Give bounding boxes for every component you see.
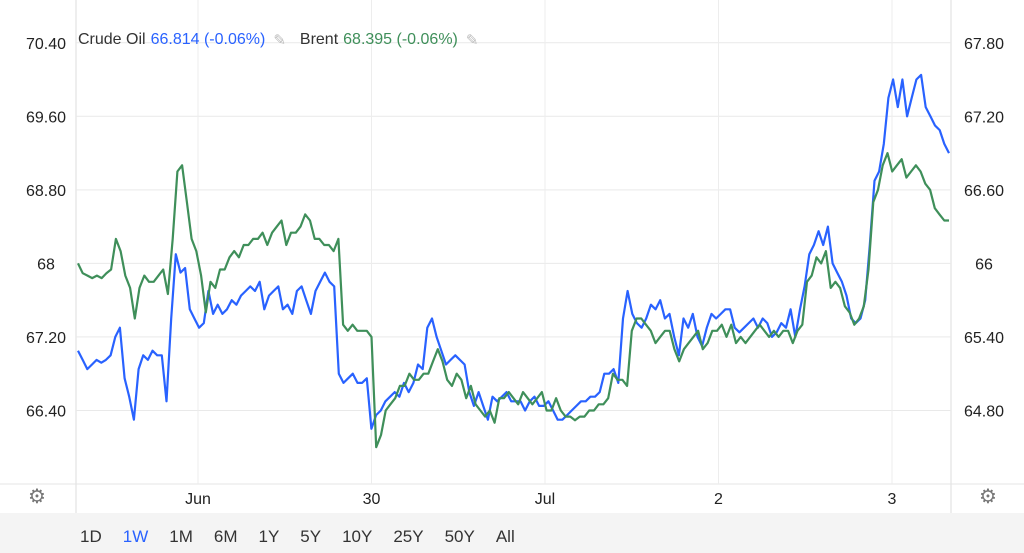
- x-tick-label: Jul: [535, 491, 555, 508]
- right-tick-label: 65.40: [964, 330, 1004, 347]
- range-button-all[interactable]: All: [495, 527, 515, 546]
- legend-crude-label: Crude Oil: [78, 31, 146, 48]
- price-chart: Jun 30 Jul 2 3 70.40 69.60 68.80 68 67.20 66.40 6…: [0, 0, 1024, 513]
- pencil-icon[interactable]: ✎: [273, 32, 286, 49]
- right-axis: 67.80 67.20 66.60 66 65.40 64.80: [964, 36, 1004, 421]
- range-button-1m[interactable]: 1M: [169, 527, 193, 546]
- series-line-brent: [77, 152, 949, 449]
- x-axis: Jun 30 Jul 2 3: [185, 491, 896, 508]
- range-button-1w[interactable]: 1W: [122, 527, 149, 546]
- gear-icon[interactable]: ⚙: [28, 486, 46, 508]
- range-button-10y[interactable]: 10Y: [342, 527, 373, 546]
- gear-icon[interactable]: ⚙: [979, 486, 997, 508]
- range-button-50y[interactable]: 50Y: [444, 527, 475, 546]
- range-selector: 1D 1W 1M 6M 1Y 5Y 10Y 25Y 50Y All: [80, 527, 536, 547]
- series-line-crude-oil: [77, 73, 950, 430]
- legend-brent-label: Brent: [299, 31, 339, 48]
- range-button-25y[interactable]: 25Y: [393, 527, 424, 546]
- left-tick-label: 70.40: [26, 36, 66, 53]
- right-tick-label: 66: [975, 256, 993, 273]
- range-button-6m[interactable]: 6M: [213, 527, 238, 546]
- x-tick-label: Jun: [185, 491, 211, 508]
- chart-legend: Crude Oil 66.814 (-0.06%) ✎ Brent 68.395…: [78, 31, 492, 49]
- x-tick-label: 30: [363, 491, 381, 508]
- range-button-5y[interactable]: 5Y: [300, 527, 322, 546]
- right-tick-label: 66.60: [964, 183, 1004, 200]
- range-bar: [0, 513, 1024, 553]
- range-button-1d[interactable]: 1D: [80, 527, 102, 546]
- series-group: [77, 73, 950, 449]
- right-tick-label: 67.80: [964, 36, 1004, 53]
- left-axis: 70.40 69.60 68.80 68 67.20 66.40: [26, 36, 66, 421]
- left-tick-label: 68: [37, 256, 55, 273]
- legend-crude-value: 66.814 (-0.06%): [150, 31, 266, 48]
- right-tick-label: 67.20: [964, 109, 1004, 126]
- legend-brent-value: 68.395 (-0.06%): [343, 31, 458, 48]
- left-tick-label: 67.20: [26, 330, 66, 347]
- x-tick-label: 3: [888, 491, 897, 508]
- pencil-icon[interactable]: ✎: [465, 32, 479, 49]
- x-tick-label: 2: [714, 491, 723, 508]
- left-tick-label: 66.40: [26, 403, 66, 420]
- range-button-1y[interactable]: 1Y: [258, 527, 280, 546]
- right-tick-label: 64.80: [964, 403, 1004, 420]
- left-tick-label: 68.80: [26, 183, 66, 200]
- grid-lines: [0, 0, 1024, 513]
- left-tick-label: 69.60: [26, 109, 66, 126]
